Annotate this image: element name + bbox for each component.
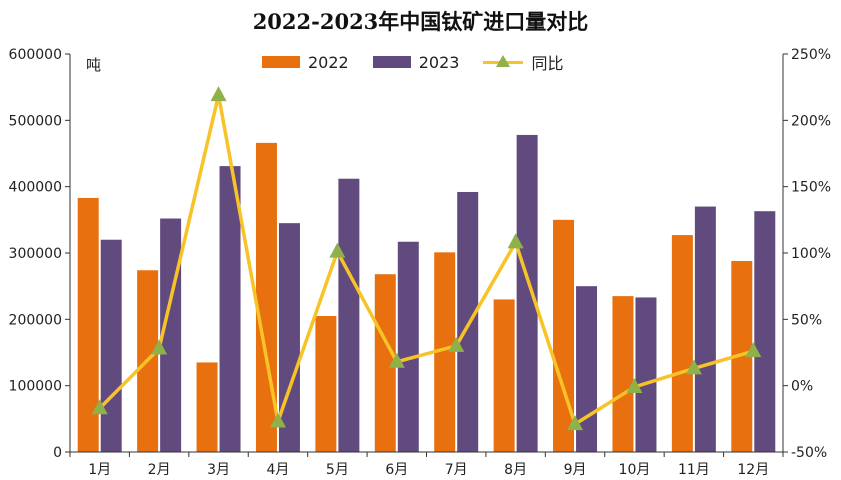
yoy-point-marker [448, 336, 465, 352]
right-tick-label: 100% [791, 246, 831, 262]
bar-2022 [196, 362, 218, 452]
legend-swatch-yoy [483, 55, 524, 69]
bar-2023 [397, 241, 419, 452]
yoy-line-series [91, 86, 762, 431]
left-axis-unit: 吨 [86, 56, 102, 74]
bar-2022 [255, 142, 277, 453]
bar-2022 [493, 299, 515, 452]
left-tick-label: 0 [53, 445, 62, 461]
bar-2022 [731, 260, 753, 452]
bar-2022 [374, 274, 396, 452]
yoy-point-marker [269, 412, 286, 428]
x-tick-label: 5月 [326, 462, 349, 478]
left-tick-label: 400000 [9, 180, 62, 196]
right-tick-label: -50% [791, 445, 827, 461]
right-tick-label: 0% [791, 379, 813, 395]
legend-swatch-2022 [262, 56, 300, 68]
x-axis-labels: 1月 2月 3月 4月 5月 6月 7月 8月 9月 10月 11月 12月 [88, 462, 769, 478]
left-tick-label: 200000 [9, 312, 62, 328]
x-tick-label: 8月 [504, 462, 527, 478]
left-tick-label: 600000 [9, 47, 62, 63]
bar-2022 [553, 219, 575, 452]
yoy-point-marker [329, 242, 346, 258]
bar-2023 [457, 191, 479, 452]
bar-2023 [278, 223, 300, 452]
bar-2023 [516, 134, 538, 452]
bar-2023 [635, 297, 657, 452]
bar-2023 [100, 239, 122, 452]
yoy-point-marker [626, 377, 643, 393]
right-axis: -50% 0% 50% 100% 150% 200% 250% [783, 47, 831, 461]
bar-2023 [219, 166, 241, 452]
bar-2023 [338, 178, 360, 452]
axes-lines [69, 54, 784, 457]
left-tick-label: 300000 [9, 246, 62, 262]
left-tick-label: 500000 [9, 113, 62, 129]
right-tick-label: 150% [791, 180, 831, 196]
x-tick-label: 6月 [385, 462, 408, 478]
x-tick-label: 4月 [266, 462, 289, 478]
right-tick-label: 200% [791, 113, 831, 129]
yoy-point-marker [210, 86, 227, 102]
yoy-line [98, 93, 754, 426]
legend-item-2022: 2022 [262, 53, 349, 72]
bar-2022 [671, 235, 693, 452]
x-tick-label: 11月 [678, 462, 710, 478]
x-tick-label: 9月 [564, 462, 587, 478]
legend: 2022 2023 同比 [262, 50, 563, 74]
legend-label-2022: 2022 [308, 52, 349, 72]
left-tick-label: 100000 [9, 379, 62, 395]
legend-label-2023: 2023 [418, 52, 460, 72]
chart-title: 2022-2023年中国钛矿进口量对比 [252, 9, 589, 34]
bar-2023 [694, 206, 716, 452]
yoy-point-marker [507, 233, 524, 249]
bar-2022 [315, 316, 337, 452]
right-tick-label: 250% [791, 47, 831, 63]
bar-2022 [77, 197, 99, 452]
x-tick-label: 1月 [88, 462, 111, 478]
bar-2023 [754, 211, 776, 452]
bar-2022 [612, 296, 634, 452]
yoy-point-marker [388, 352, 405, 368]
x-tick-label: 3月 [207, 462, 230, 478]
legend-label-yoy: 同比 [531, 54, 564, 73]
bar-series [77, 134, 776, 453]
yoy-point-marker [567, 415, 584, 431]
legend-swatch-2023 [372, 56, 411, 68]
x-tick-label: 2月 [148, 462, 171, 478]
left-axis: 0 100000 200000 300000 400000 500000 600000 [9, 47, 70, 461]
x-tick-label: 7月 [445, 462, 468, 478]
yoy-point-marker [745, 342, 762, 358]
legend-item-yoy: 同比 [483, 50, 563, 74]
x-tick-label: 10月 [619, 462, 651, 478]
yoy-point-marker [91, 399, 108, 415]
legend-item-2023: 2023 [372, 52, 460, 72]
bar-2023 [576, 286, 598, 452]
right-tick-label: 50% [791, 312, 822, 328]
x-tick-label: 12月 [737, 462, 769, 478]
yoy-point-marker [685, 359, 702, 375]
yoy-point-marker [151, 339, 168, 355]
bar-2022 [434, 252, 456, 452]
